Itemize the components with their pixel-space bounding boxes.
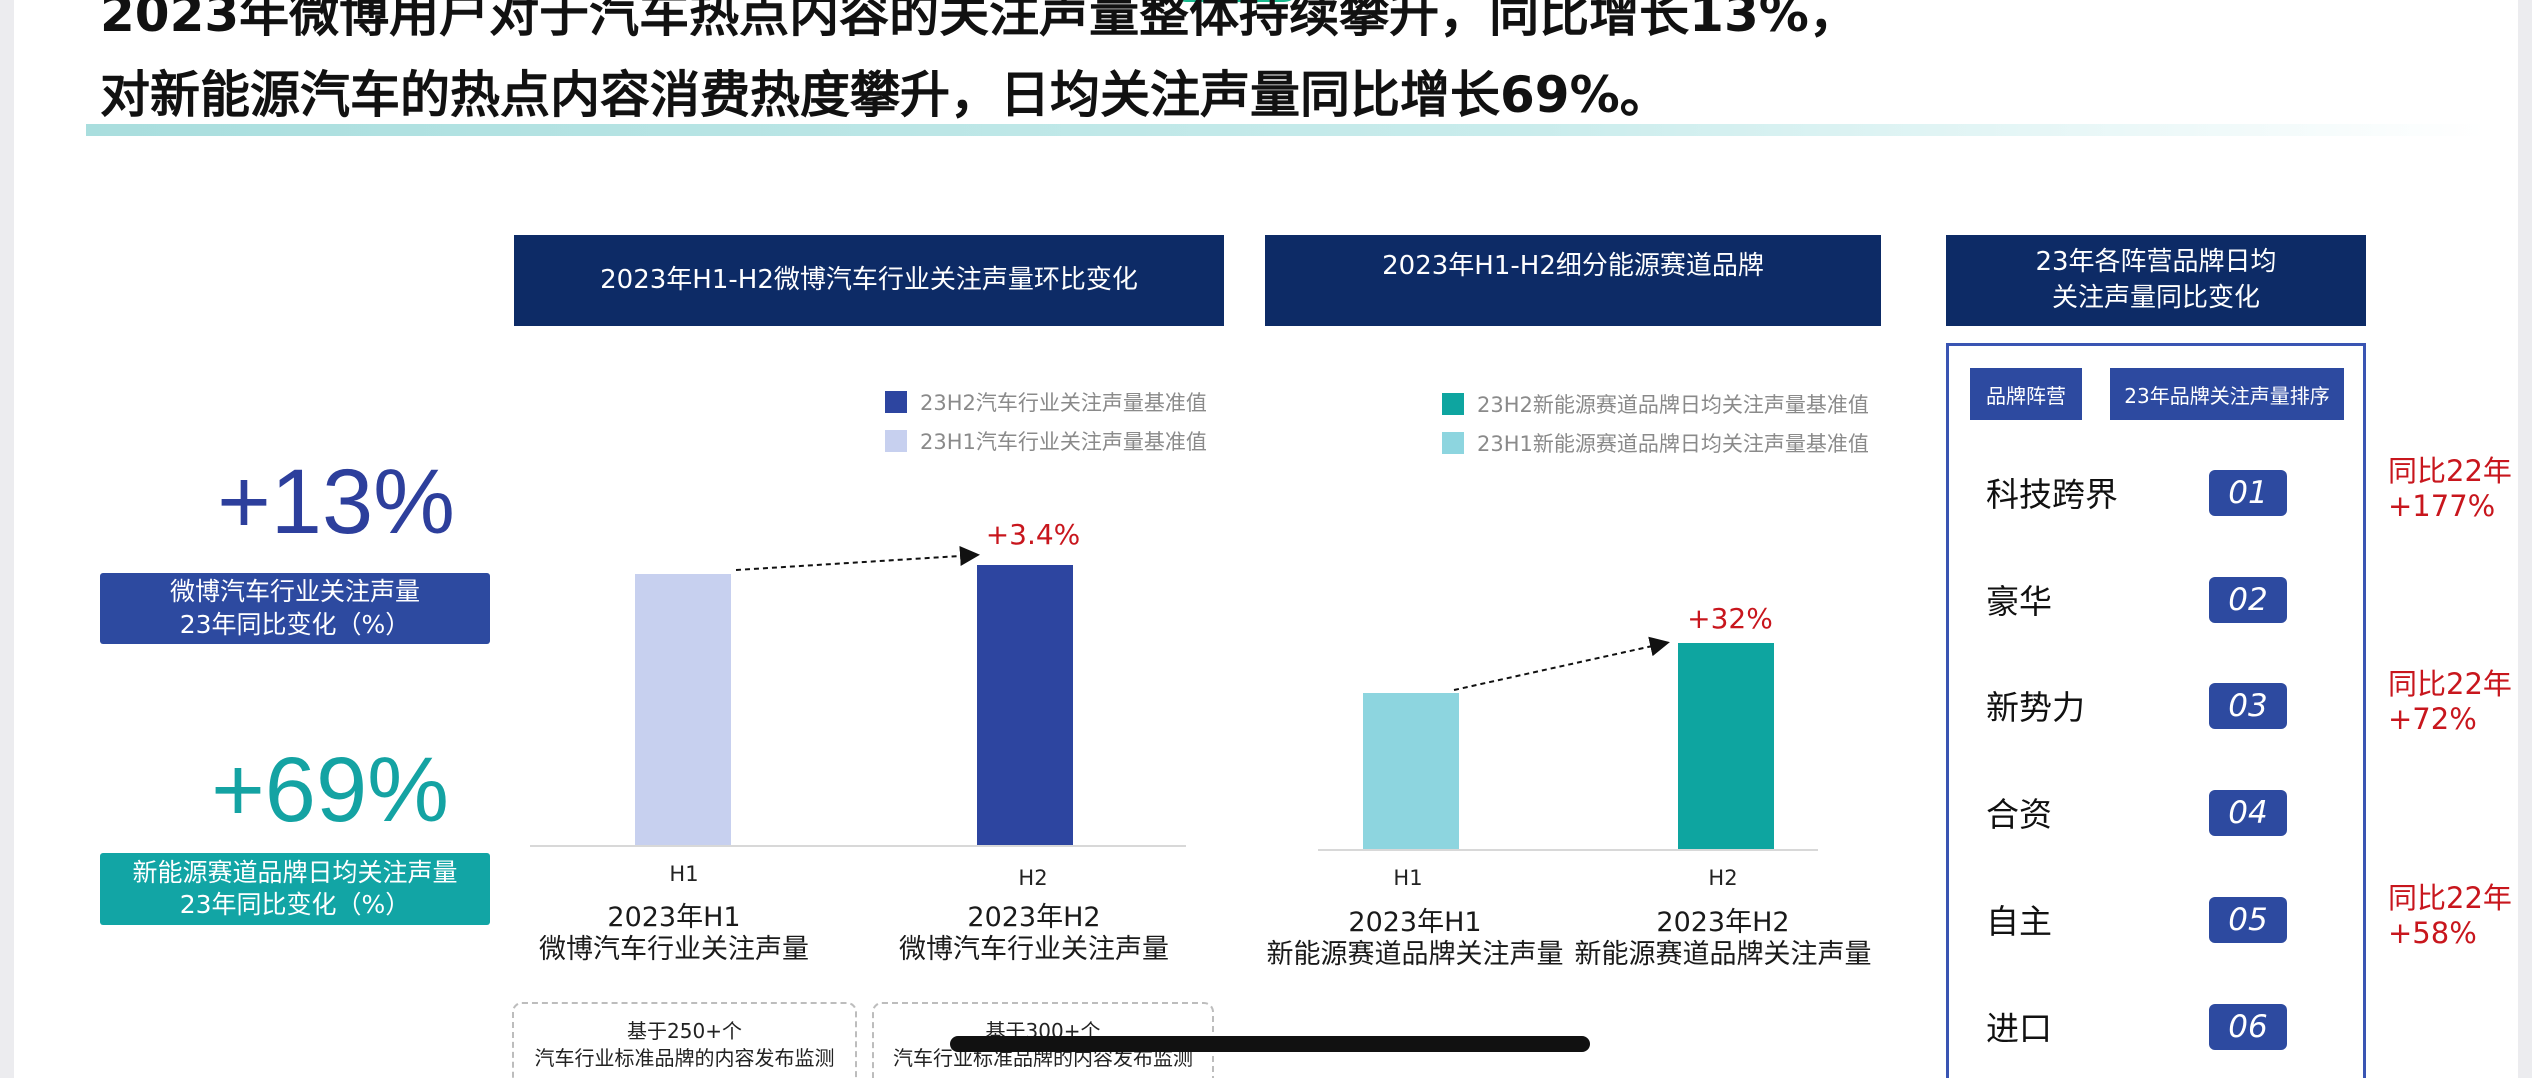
ranking-title: 23年各阵营品牌日均 关注声量同比变化 — [1946, 235, 2366, 326]
chart2-tick-h1: H1 — [1393, 866, 1423, 890]
chart1-tick-h1: H1 — [669, 862, 699, 886]
chart1-trend-arrow — [735, 546, 980, 571]
chart1-note-h1-line1: 基于250+个 — [627, 1019, 742, 1043]
chart2-title: 2023年H1-H2细分能源赛道品牌 — [1265, 235, 1881, 326]
ranking-row-rank: 01 — [2209, 470, 2287, 516]
window-frame-right — [2518, 0, 2532, 1078]
chart1-category-h2: 2023年H2 微博汽车行业关注声量 — [894, 902, 1174, 967]
chart2-bar-h1 — [1363, 693, 1459, 849]
kpi-auto-label: 微博汽车行业关注声量 23年同比变化（%） — [100, 573, 490, 644]
chart1-category-h1: 2023年H1 微博汽车行业关注声量 — [534, 902, 814, 967]
ranking-row-name: 科技跨界 — [1986, 475, 2118, 514]
chart1-legend-swatch-h2 — [885, 391, 907, 413]
ranking-row-rank: 06 — [2209, 1004, 2287, 1050]
horizontal-scrollbar[interactable] — [950, 1036, 1590, 1052]
top-tab-indicator[interactable] — [1170, 0, 1300, 2]
headline-line-2: 对新能源汽车的热点内容消费热度攀升，日均关注声量同比增长69%。 — [100, 66, 1670, 124]
ranking-header-camp: 品牌阵营 — [1970, 368, 2082, 420]
ranking-row-yoy-line2: +72% — [2388, 701, 2477, 736]
ranking-row-rank: 02 — [2209, 577, 2287, 623]
ranking-row-name: 合资 — [1986, 795, 2052, 834]
ranking-row-yoy: 同比22年 +72% — [2388, 667, 2512, 737]
ranking-title-line1: 23年各阵营品牌日均 — [2035, 247, 2277, 278]
chart2-trend-arrow — [1453, 636, 1670, 691]
chart2-bar-h2 — [1678, 643, 1774, 849]
kpi-auto-label-line1: 微博汽车行业关注声量 — [169, 577, 420, 606]
ranking-row-name: 豪华 — [1986, 582, 2052, 621]
chart1-bar-h2 — [977, 565, 1073, 845]
chart1-title: 2023年H1-H2微博汽车行业关注声量环比变化 — [514, 235, 1224, 326]
ranking-frame — [1946, 343, 2366, 1078]
chart1-category-h1-line1: 2023年H1 — [607, 902, 741, 933]
divider-rule — [86, 124, 2486, 136]
ranking-row-yoy-line1: 同比22年 — [2388, 667, 2512, 701]
chart1-x-axis — [530, 845, 1186, 847]
chart1-legend-h2: 23H2汽车行业关注声量基准值 — [920, 391, 1207, 415]
chart2-category-h2-line1: 2023年H2 — [1656, 907, 1790, 938]
ranking-row-rank: 05 — [2209, 897, 2287, 943]
kpi-nev-label-line2: 23年同比变化（%） — [179, 890, 411, 919]
chart2-tick-h2: H2 — [1708, 866, 1738, 890]
ranking-row-yoy-line2: +177% — [2388, 488, 2496, 523]
ranking-row-yoy: 同比22年 +58% — [2388, 881, 2512, 951]
ranking-row-rank: 03 — [2209, 683, 2287, 729]
chart1-legend-swatch-h1 — [885, 430, 907, 452]
ranking-header-order: 23年品牌关注声量排序 — [2110, 368, 2344, 420]
chart1-category-h2-line2: 微博汽车行业关注声量 — [899, 934, 1169, 966]
ranking-row-name: 新势力 — [1986, 688, 2085, 727]
chart2-category-h2-line2: 新能源赛道品牌关注声量 — [1574, 939, 1872, 971]
ranking-row-rank: 04 — [2209, 790, 2287, 836]
chart1-delta-label: +3.4% — [985, 518, 1081, 551]
kpi-nev-label: 新能源赛道品牌日均关注声量 23年同比变化（%） — [100, 853, 490, 925]
chart2-legend-h2: 23H2新能源赛道品牌日均关注声量基准值 — [1477, 393, 1869, 417]
ranking-row-yoy-line1: 同比22年 — [2388, 881, 2512, 915]
ranking-row-yoy-line2: +58% — [2388, 915, 2477, 950]
chart1-note-h1: 基于250+个 汽车行业标准品牌的内容发布监测 — [512, 1002, 857, 1078]
chart2-legend-h1: 23H1新能源赛道品牌日均关注声量基准值 — [1477, 432, 1869, 456]
ranking-row-name: 进口 — [1986, 1009, 2052, 1048]
chart2-category-h1-line1: 2023年H1 — [1348, 907, 1482, 938]
kpi-nev-growth: +69% — [211, 739, 449, 841]
chart1-bar-h1 — [635, 574, 731, 845]
ranking-row-name: 自主 — [1986, 902, 2052, 941]
chart1-note-h1-line2: 汽车行业标准品牌的内容发布监测 — [534, 1046, 835, 1070]
chart2-category-h1-line2: 新能源赛道品牌关注声量 — [1266, 939, 1564, 971]
ranking-row-yoy: 同比22年 +177% — [2388, 454, 2512, 524]
kpi-auto-growth: +13% — [217, 451, 455, 553]
ranking-row-yoy-line1: 同比22年 — [2388, 454, 2512, 488]
chart1-category-h2-line1: 2023年H2 — [967, 902, 1101, 933]
chart2-legend-swatch-h1 — [1442, 432, 1464, 454]
chart1-category-h1-line2: 微博汽车行业关注声量 — [539, 934, 809, 966]
kpi-nev-label-line1: 新能源赛道品牌日均关注声量 — [132, 857, 458, 887]
chart2-category-h2: 2023年H2 新能源赛道品牌关注声量 — [1573, 907, 1873, 972]
chart1-legend-h1: 23H1汽车行业关注声量基准值 — [920, 430, 1207, 454]
window-frame-left — [0, 0, 14, 1078]
ranking-title-line2: 关注声量同比变化 — [2051, 282, 2260, 313]
chart2-legend-swatch-h2 — [1442, 393, 1464, 415]
chart2-x-axis — [1318, 849, 1818, 851]
chart2-delta-label: +32% — [1687, 602, 1773, 635]
chart1-tick-h2: H2 — [1018, 866, 1048, 890]
headline-line-1: 2023年微博用户对于汽车热点内容的关注声量整体持续攀升，同比增长13%， — [100, 0, 1859, 43]
kpi-auto-label-line2: 23年同比变化（%） — [179, 609, 411, 639]
chart2-category-h1: 2023年H1 新能源赛道品牌关注声量 — [1265, 907, 1565, 972]
